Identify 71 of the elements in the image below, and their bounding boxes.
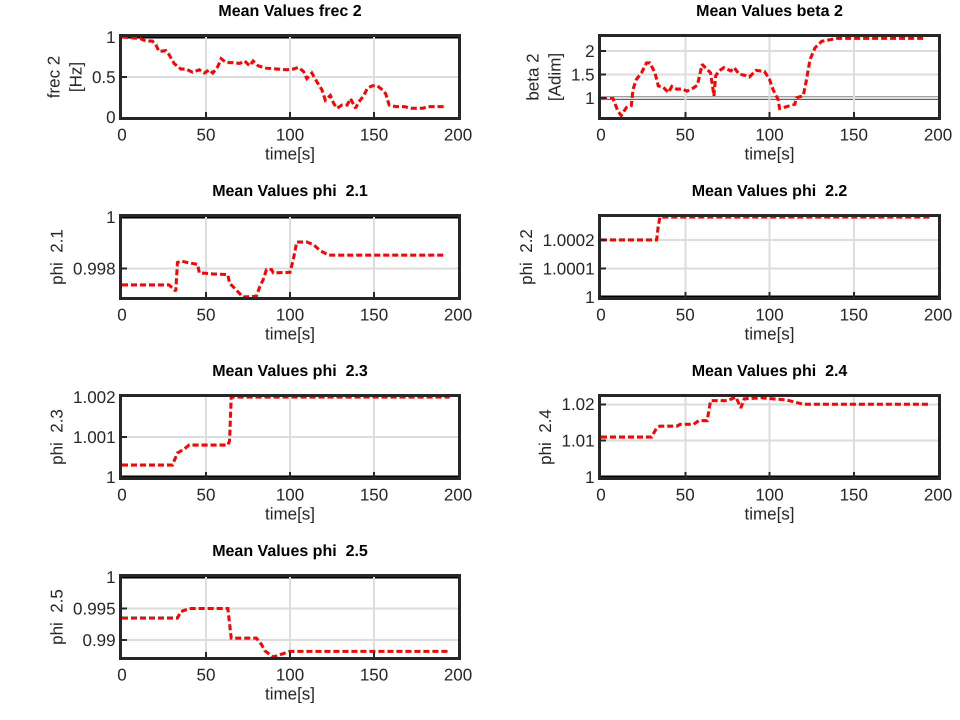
chart-title: Mean Values phi 2.1 — [212, 183, 368, 200]
x-axis-title: time[s] — [264, 504, 316, 524]
x-tick-label: 150 — [840, 305, 868, 324]
y-tick-label: 1.0002 — [542, 230, 595, 250]
x-tick-label: 100 — [755, 305, 784, 324]
x-axis-title: time[s] — [744, 144, 795, 164]
x-tick-label: 200 — [924, 305, 952, 324]
chart-title: Mean Values phi 2.2 — [692, 183, 848, 200]
y-tick-label: 1 — [585, 288, 595, 307]
line-series — [122, 397, 452, 466]
x-tick-label: 150 — [360, 665, 388, 684]
x-tick-label: 150 — [360, 305, 388, 324]
x-tick-label: 200 — [444, 485, 472, 504]
x-axis-title: time[s] — [264, 324, 316, 344]
y-tick-label: 1.5 — [570, 66, 595, 85]
y-tick-label: 0 — [106, 108, 116, 127]
y-tick-label: 1.01 — [562, 432, 595, 451]
y-tick-label: 1 — [106, 28, 116, 47]
y-axis-title: frec 2 [Hz] — [44, 56, 86, 98]
x-tick-label: 200 — [444, 665, 472, 684]
y-tick-label: 1.0001 — [542, 259, 595, 278]
x-axis-title: time[s] — [264, 684, 316, 704]
y-axis-title: phi 2.5 — [48, 589, 67, 645]
y-tick-label: 1 — [585, 468, 595, 487]
x-tick-label: 100 — [276, 665, 304, 684]
y-tick-label: 0.998 — [73, 259, 116, 278]
y-tick-label: 1.001 — [73, 428, 116, 447]
y-axis-title: phi 2.4 — [536, 409, 556, 465]
x-axis-title: time[s] — [264, 144, 316, 164]
x-tick-label: 50 — [676, 485, 695, 504]
x-tick-label: 150 — [840, 485, 868, 504]
y-tick-label: 1 — [106, 568, 116, 587]
x-tick-label: 100 — [276, 125, 304, 144]
y-tick-label: 0.995 — [73, 599, 116, 618]
chart-title: Mean Values frec 2 — [218, 3, 362, 20]
x-tick-label: 200 — [924, 485, 952, 504]
x-tick-label: 50 — [196, 305, 216, 324]
y-axis-title: phi 2.1 — [48, 229, 67, 285]
y-axis-title: phi 2.2 — [517, 229, 536, 285]
y-tick-label: 1 — [106, 468, 116, 487]
x-tick-label: 100 — [755, 125, 784, 144]
y-tick-label: 0.99 — [82, 630, 116, 650]
x-tick-label: 50 — [676, 305, 695, 324]
x-tick-label: 50 — [196, 665, 216, 684]
x-tick-label: 200 — [444, 125, 472, 144]
x-tick-label: 200 — [444, 305, 472, 324]
x-axis-title: time[s] — [744, 324, 795, 344]
x-tick-label: 50 — [676, 125, 695, 144]
y-axis-title: phi 2.3 — [48, 409, 67, 465]
x-tick-label: 50 — [196, 485, 216, 504]
y-tick-label: 1.02 — [562, 395, 595, 414]
chart-title: Mean Values phi 2.4 — [692, 363, 848, 380]
x-tick-label: 100 — [276, 485, 304, 504]
line-series — [122, 37, 446, 110]
chart-title: Mean Values beta 2 — [696, 3, 843, 20]
x-tick-label: 50 — [196, 125, 216, 144]
x-tick-label: 100 — [276, 305, 304, 324]
chart-title: Mean Values phi 2.5 — [212, 543, 368, 560]
x-axis-title: time[s] — [744, 504, 795, 524]
chart-title: Mean Values phi 2.3 — [212, 363, 368, 380]
y-tick-label: 1 — [585, 89, 595, 108]
x-tick-label: 150 — [360, 485, 388, 504]
x-tick-label: 100 — [755, 485, 784, 504]
x-tick-label: 150 — [840, 125, 868, 144]
y-tick-label: 2 — [585, 42, 595, 62]
y-tick-label: 1.002 — [73, 388, 116, 407]
y-tick-label: 1 — [106, 208, 116, 227]
x-tick-label: 150 — [360, 125, 388, 144]
x-tick-label: 200 — [924, 125, 952, 144]
y-tick-label: 0.5 — [92, 68, 116, 87]
y-axis-title: beta 2 [Adim] — [523, 52, 565, 102]
